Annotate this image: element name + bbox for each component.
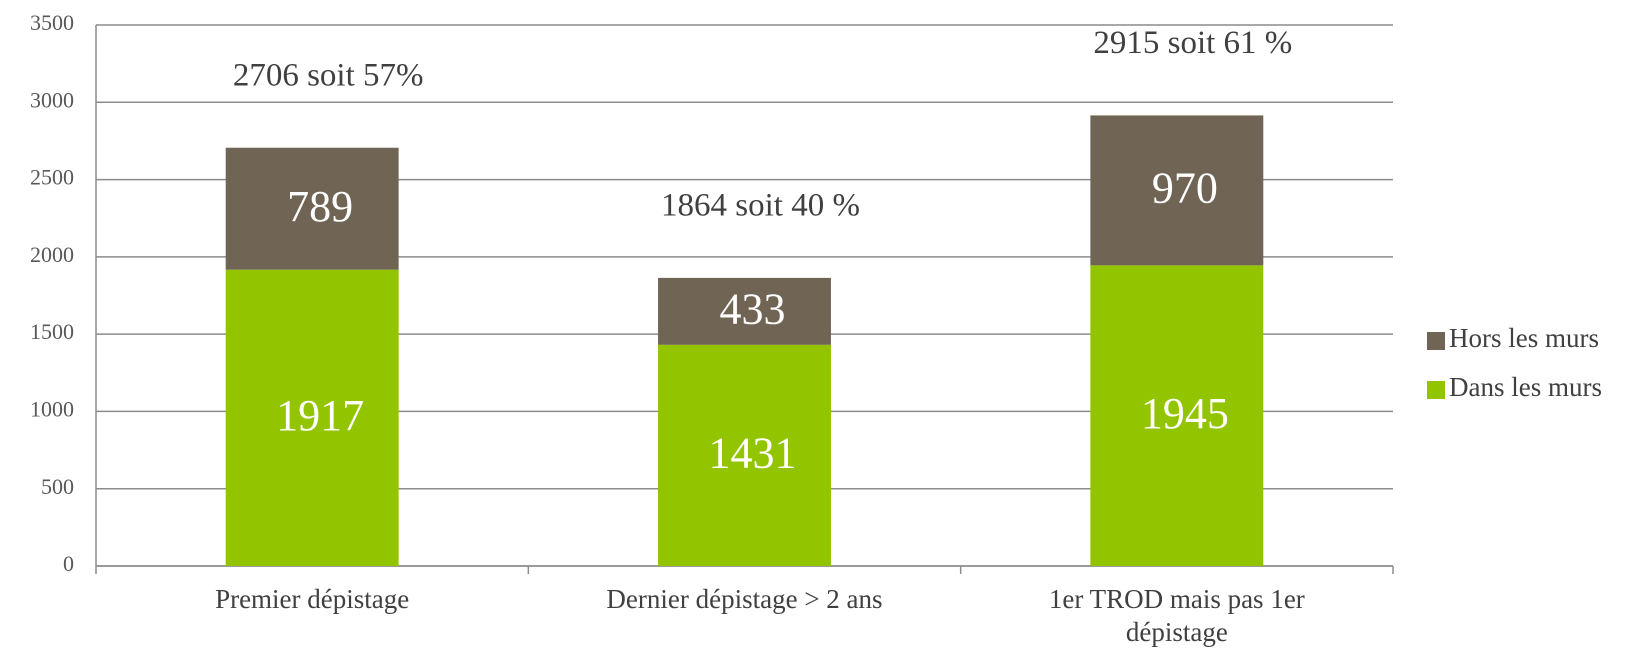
x-tick-label-line: 1er TROD mais pas 1er [1049,584,1305,614]
y-tick-label: 1000 [30,396,74,421]
data-label: 433 [720,284,786,333]
x-tick-label: Premier dépistage [215,584,409,614]
total-annotation: 1864 soit 40 % [661,187,860,223]
y-tick-label: 2500 [30,165,74,190]
data-label: 1431 [709,428,797,477]
x-tick-label-line: Premier dépistage [215,584,409,614]
y-tick-label: 500 [41,474,74,499]
y-tick-label: 1500 [30,319,74,344]
legend-swatch [1427,332,1445,350]
total-annotation: 2915 soit 61 % [1093,25,1292,61]
y-tick-label: 3000 [30,87,74,112]
x-tick-label: Dernier dépistage > 2 ans [606,584,882,614]
bar-segment [658,277,831,345]
y-tick-label: 3500 [30,10,74,35]
bar-segment [225,147,399,270]
legend-swatch [1427,381,1445,399]
bar-segment [225,269,399,566]
data-label: 1945 [1141,389,1229,438]
y-tick-label: 2000 [30,242,74,267]
y-tick-label: 0 [63,551,74,576]
total-annotation: 2706 soit 57% [233,57,424,93]
x-tick-label-line: dépistage [1126,617,1228,647]
data-label: 970 [1152,163,1218,212]
data-label: 1917 [276,391,364,440]
x-tick-label-line: Dernier dépistage > 2 ans [606,584,882,614]
data-label: 789 [287,182,353,231]
bar-segment [1090,115,1264,266]
x-tick-label: 1er TROD mais pas 1er dépistage [1049,584,1305,647]
bar-segment [1090,265,1264,566]
legend-label: Hors les murs [1449,323,1599,353]
legend-label: Dans les murs [1449,372,1602,402]
bar-segment [658,344,831,566]
